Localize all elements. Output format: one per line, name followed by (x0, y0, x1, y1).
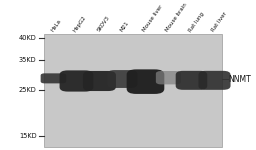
Text: M21: M21 (119, 21, 130, 33)
Text: Mouse liver: Mouse liver (142, 4, 164, 33)
Text: Rat liver: Rat liver (211, 11, 228, 33)
Bar (44, 34, 222, 147)
Text: 15KD: 15KD (19, 133, 37, 139)
Text: Mouse brain: Mouse brain (165, 3, 188, 33)
Text: SKOV3: SKOV3 (96, 15, 110, 33)
Text: HeLa: HeLa (50, 19, 62, 33)
FancyBboxPatch shape (127, 69, 164, 94)
FancyBboxPatch shape (176, 71, 207, 90)
FancyBboxPatch shape (60, 70, 93, 92)
Text: HepG2: HepG2 (73, 15, 88, 33)
FancyBboxPatch shape (41, 73, 66, 83)
Text: Rat lung: Rat lung (188, 11, 205, 33)
FancyBboxPatch shape (156, 71, 181, 84)
Text: NNMT: NNMT (229, 75, 251, 84)
Text: 40KD: 40KD (19, 35, 37, 41)
Text: 25KD: 25KD (19, 87, 37, 93)
Text: 35KD: 35KD (19, 57, 37, 63)
FancyBboxPatch shape (83, 71, 116, 91)
FancyBboxPatch shape (108, 70, 137, 88)
FancyBboxPatch shape (198, 71, 231, 90)
